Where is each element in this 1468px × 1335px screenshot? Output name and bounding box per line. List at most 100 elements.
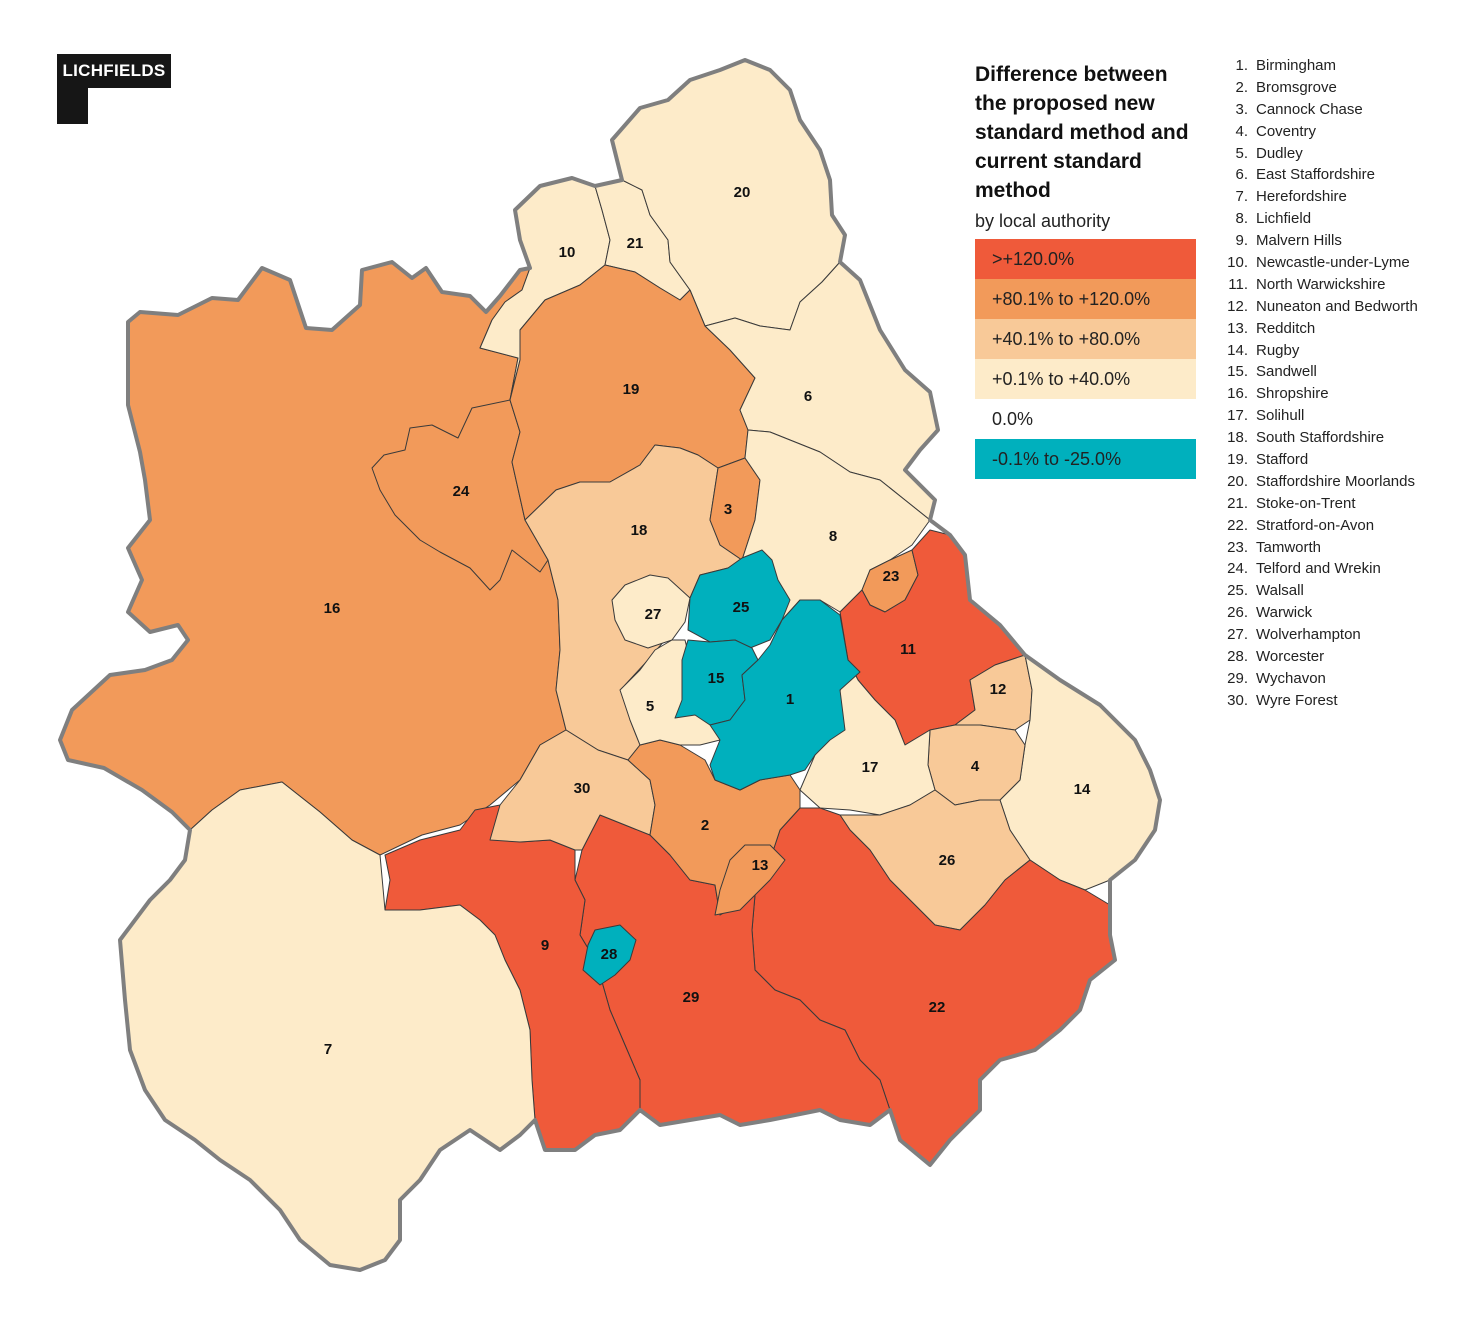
authority-name: Redditch — [1256, 319, 1316, 337]
authority-list-item: 28. Worcester — [1222, 646, 1462, 668]
map-legend: Difference between the proposed new stan… — [975, 60, 1200, 479]
map-label-17: 17 — [862, 759, 879, 776]
authority-number: 13. — [1227, 319, 1248, 337]
authority-list-item: 13. Redditch — [1222, 318, 1462, 340]
legend-subtitle: by local authority — [975, 211, 1111, 231]
authority-list-item: 18. South Staffordshire — [1222, 427, 1462, 449]
map-label-19: 19 — [623, 381, 640, 398]
authority-number: 30. — [1227, 691, 1248, 709]
map-label-13: 13 — [752, 857, 769, 874]
map-label-27: 27 — [645, 606, 662, 623]
authority-number: 29. — [1227, 669, 1248, 687]
authority-list-item: 19. Stafford — [1222, 449, 1462, 471]
authority-number: 18. — [1227, 429, 1248, 447]
authority-list-item: 12. Nuneaton and Bedworth — [1222, 296, 1462, 318]
authority-name: Rugby — [1256, 341, 1300, 359]
map-label-8: 8 — [829, 528, 837, 545]
authority-number: 25. — [1227, 582, 1248, 600]
authority-list-item: 8. Lichfield — [1222, 208, 1462, 230]
region-1-birmingham — [709, 599, 861, 791]
authority-number: 2. — [1235, 78, 1248, 96]
map-label-20: 20 — [734, 184, 751, 201]
authority-name: Cannock Chase — [1256, 100, 1363, 118]
authority-number: 5. — [1235, 144, 1248, 162]
authority-name: Tamworth — [1256, 538, 1322, 556]
map-label-5: 5 — [646, 698, 654, 715]
authority-number: 3. — [1235, 100, 1248, 118]
authority-name: Nuneaton and Bedworth — [1256, 297, 1418, 315]
region-28-worcester — [582, 924, 637, 986]
authority-name: Wolverhampton — [1256, 626, 1361, 644]
map-label-25: 25 — [733, 599, 750, 616]
authority-number: 26. — [1227, 604, 1248, 622]
region-outline — [58, 58, 1162, 1272]
authority-list-item: 1. Birmingham — [1222, 55, 1462, 77]
authority-number: 8. — [1235, 210, 1248, 228]
authority-list-item: 21. Stoke-on-Trent — [1222, 493, 1462, 515]
authority-name: Solihull — [1256, 407, 1305, 425]
authority-name: North Warwickshire — [1256, 275, 1386, 293]
map-label-21: 21 — [627, 235, 644, 252]
authority-name: Stratford-on-Avon — [1256, 516, 1375, 534]
authority-list-item: 3. Cannock Chase — [1222, 99, 1462, 121]
map-label-18: 18 — [631, 522, 648, 539]
authority-list-item: 16. Shropshire — [1222, 383, 1462, 405]
legend-item: -0.1% to -25.0% — [975, 439, 1196, 479]
logo-stem — [57, 88, 88, 124]
authority-name: Newcastle-under-Lyme — [1256, 254, 1410, 272]
authority-number: 21. — [1227, 494, 1248, 512]
authority-number: 12. — [1227, 297, 1248, 315]
authority-name: Wyre Forest — [1256, 691, 1338, 709]
legend-item: 0.0% — [975, 399, 1196, 439]
legend-item: +0.1% to +40.0% — [975, 359, 1196, 399]
authority-list-item: 24. Telford and Wrekin — [1222, 558, 1462, 580]
authority-name: Stafford — [1256, 451, 1309, 469]
map-label-10: 10 — [559, 244, 576, 261]
authority-list-item: 10. Newcastle-under-Lyme — [1222, 252, 1462, 274]
authority-number: 27. — [1227, 626, 1248, 644]
authority-number: 17. — [1227, 407, 1248, 425]
authority-list-item: 14. Rugby — [1222, 340, 1462, 362]
authority-list-item: 23. Tamworth — [1222, 537, 1462, 559]
map-label-6: 6 — [804, 388, 812, 405]
map-label-22: 22 — [929, 999, 946, 1016]
authority-name: South Staffordshire — [1256, 429, 1385, 447]
authority-list-item: 4. Coventry — [1222, 121, 1462, 143]
map-label-30: 30 — [574, 780, 591, 797]
authority-list-item: 17. Solihull — [1222, 405, 1462, 427]
authority-name: Herefordshire — [1256, 188, 1347, 206]
authority-number: 14. — [1227, 341, 1248, 359]
authority-list-item: 25. Walsall — [1222, 580, 1462, 602]
authority-list-item: 22. Stratford-on-Avon — [1222, 515, 1462, 537]
authority-number: 19. — [1227, 451, 1248, 469]
authority-list-item: 27. Wolverhampton — [1222, 624, 1462, 646]
map-label-24: 24 — [453, 483, 470, 500]
authority-number: 28. — [1227, 648, 1248, 666]
map-label-15: 15 — [708, 670, 725, 687]
authority-number: 6. — [1235, 166, 1248, 184]
legend-items: >+120.0% +80.1% to +120.0% +40.1% to +80.0… — [975, 239, 1200, 479]
authority-name: Wychavon — [1256, 669, 1326, 687]
authority-name: Worcester — [1256, 648, 1325, 666]
authority-number: 1. — [1235, 57, 1248, 74]
logo-block — [57, 54, 171, 88]
authority-name: East Staffordshire — [1256, 166, 1375, 184]
map-label-3: 3 — [724, 501, 732, 518]
map-label-23: 23 — [883, 568, 900, 585]
authority-number: 7. — [1235, 188, 1248, 206]
map-label-26: 26 — [939, 852, 956, 869]
authority-number: 20. — [1227, 472, 1248, 490]
authority-name: Walsall — [1256, 582, 1304, 600]
authority-name: Sandwell — [1256, 363, 1317, 381]
authority-number: 11. — [1228, 275, 1248, 293]
authority-number: 9. — [1235, 232, 1248, 250]
authority-name: Lichfield — [1256, 210, 1312, 228]
authority-number: 10. — [1227, 254, 1248, 272]
authority-name: Stoke-on-Trent — [1256, 494, 1356, 512]
authority-list-item: 9. Malvern Hills — [1222, 230, 1462, 252]
authority-list-item: 7. Herefordshire — [1222, 186, 1462, 208]
map-label-29: 29 — [683, 989, 700, 1006]
map-label-28: 28 — [601, 946, 618, 963]
map-label-7: 7 — [324, 1041, 332, 1058]
